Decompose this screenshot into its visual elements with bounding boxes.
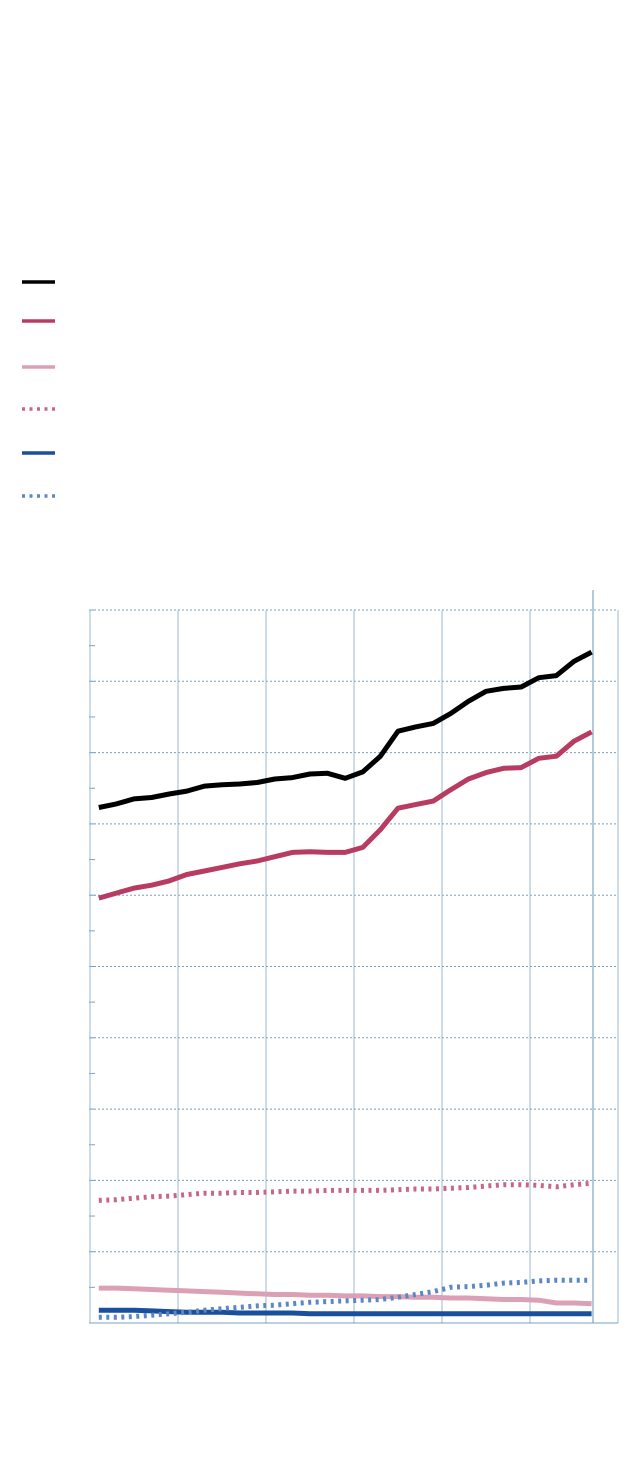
series-line — [98, 1307, 592, 1317]
series-line — [98, 649, 593, 810]
series-line — [98, 1277, 592, 1320]
series-line — [98, 1285, 592, 1307]
series-line — [98, 1180, 592, 1203]
series-line — [98, 729, 593, 901]
